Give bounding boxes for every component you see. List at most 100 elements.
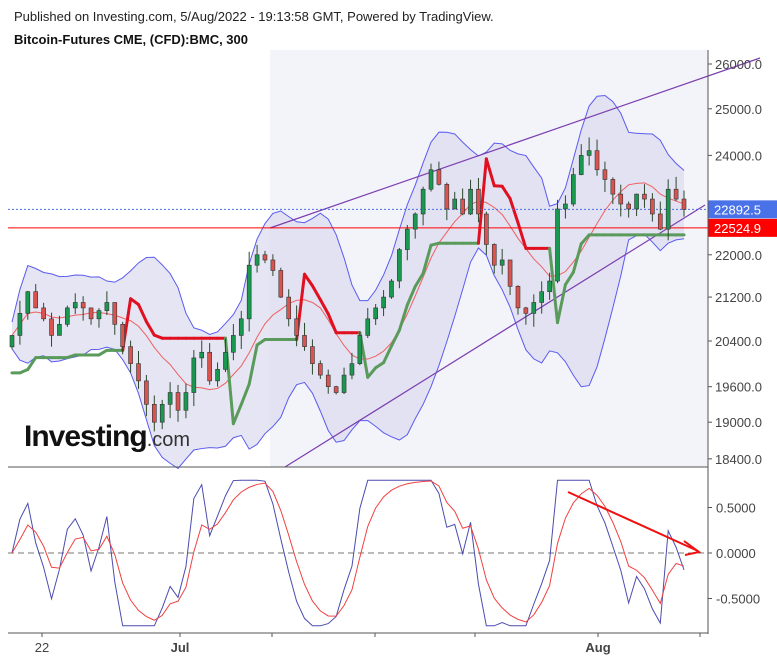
candle-body: [491, 244, 497, 266]
signal-line: [11, 480, 685, 623]
candle-body: [626, 203, 631, 210]
x-tick-label: Aug: [585, 640, 610, 655]
candle-body: [610, 179, 616, 195]
candle-body: [112, 302, 118, 325]
candle-body: [128, 346, 133, 364]
bollinger-middle: [11, 182, 685, 391]
candle-body: [618, 193, 624, 205]
osc-y-tick-label: 0.0000: [716, 546, 756, 561]
bollinger-upper: [11, 95, 685, 335]
candle-body: [460, 198, 465, 215]
supertrend-segment: [405, 284, 417, 307]
candle-body: [318, 363, 323, 376]
candle-body: [80, 302, 86, 309]
candle-body: [9, 335, 15, 348]
y-tick-label: 24000.0: [715, 148, 762, 163]
candle-body: [49, 318, 54, 336]
candle-body: [673, 188, 679, 200]
y-tick-label: 20400.0: [715, 334, 762, 349]
price-label-bg: [708, 200, 777, 219]
candle-body: [199, 351, 205, 359]
investing-logo: Investing.com: [24, 420, 191, 453]
candle-body: [25, 291, 31, 314]
candle-body: [294, 318, 299, 336]
candle-body: [555, 208, 560, 282]
candle-body: [286, 296, 292, 320]
supertrend-segment: [129, 297, 140, 306]
candle-body: [547, 280, 552, 293]
candle-body: [254, 254, 260, 266]
candle-body: [452, 198, 458, 210]
candle-body: [231, 335, 236, 353]
candle-body: [381, 296, 386, 309]
oscillator-line: [11, 479, 685, 627]
candle-body: [436, 169, 442, 185]
candle-body: [167, 392, 173, 405]
price-label-bg: [708, 218, 777, 237]
candle-body: [159, 404, 165, 423]
candle-body: [499, 259, 505, 266]
candle-body: [523, 307, 529, 314]
candle-body: [571, 174, 576, 205]
candle-body: [183, 392, 189, 411]
supertrend-segment: [326, 312, 338, 335]
price-label: 22892.5: [714, 202, 761, 217]
candle-body: [586, 150, 592, 156]
candle-body: [88, 307, 94, 320]
supertrend-segment: [97, 348, 109, 357]
supertrend-segment: [579, 233, 591, 246]
supertrend-segment: [571, 242, 583, 274]
y-tick-label: 19000.0: [715, 415, 762, 430]
supertrend-segment: [476, 157, 488, 245]
candle-body: [333, 386, 339, 393]
osc-y-tick-label: 0.5000: [716, 501, 756, 516]
supertrend-segment: [484, 157, 496, 188]
supertrend-segment: [516, 221, 528, 250]
candle-body: [310, 346, 315, 364]
supertrend-segment: [556, 283, 567, 325]
candle-body: [594, 150, 600, 171]
candle-body: [602, 169, 608, 180]
candle-body: [65, 307, 70, 325]
candle-body: [657, 213, 663, 230]
candle-body: [325, 374, 331, 387]
supertrend-segment: [421, 243, 433, 275]
candle-body: [72, 302, 78, 309]
candle-body: [444, 184, 450, 210]
candle-body: [531, 302, 537, 314]
y-tick-label: 22000.0: [715, 248, 762, 263]
candle-body: [33, 291, 39, 309]
candle-body: [634, 193, 639, 210]
candle-body: [57, 324, 62, 336]
symbol-title: Bitcoin-Futures CME, (CFD):BMC, 300: [14, 32, 248, 47]
price-label: 22524.9: [714, 221, 761, 236]
candle-body: [476, 188, 481, 215]
supertrend-segment: [413, 271, 425, 288]
candle-body: [238, 318, 244, 336]
candle-body: [246, 264, 252, 320]
supertrend-segment: [310, 284, 322, 302]
published-note: Published on Investing.com, 5/Aug/2022 -…: [14, 9, 494, 24]
supertrend-segment: [563, 270, 575, 287]
candle-body: [507, 259, 513, 287]
trend-arrow-head: [683, 540, 702, 556]
bollinger-lower: [11, 233, 685, 470]
candle-body: [515, 286, 521, 309]
supertrend-segment: [366, 366, 378, 379]
candle-body: [420, 188, 426, 215]
candle-body: [357, 335, 363, 364]
channel-lower-line: [284, 204, 706, 468]
candle-body: [120, 324, 125, 347]
supertrend-segment: [508, 197, 520, 225]
y-tick-label: 25000.0: [715, 102, 762, 117]
candle-body: [191, 357, 197, 393]
y-tick-label: 18400.0: [715, 452, 762, 467]
supertrend-segment: [374, 361, 386, 370]
candle-body: [270, 259, 276, 271]
bollinger-fill: [12, 95, 684, 469]
candle-body: [41, 307, 46, 320]
candle-body: [404, 228, 410, 250]
candle-body: [104, 302, 110, 311]
supertrend-segment: [389, 328, 401, 348]
